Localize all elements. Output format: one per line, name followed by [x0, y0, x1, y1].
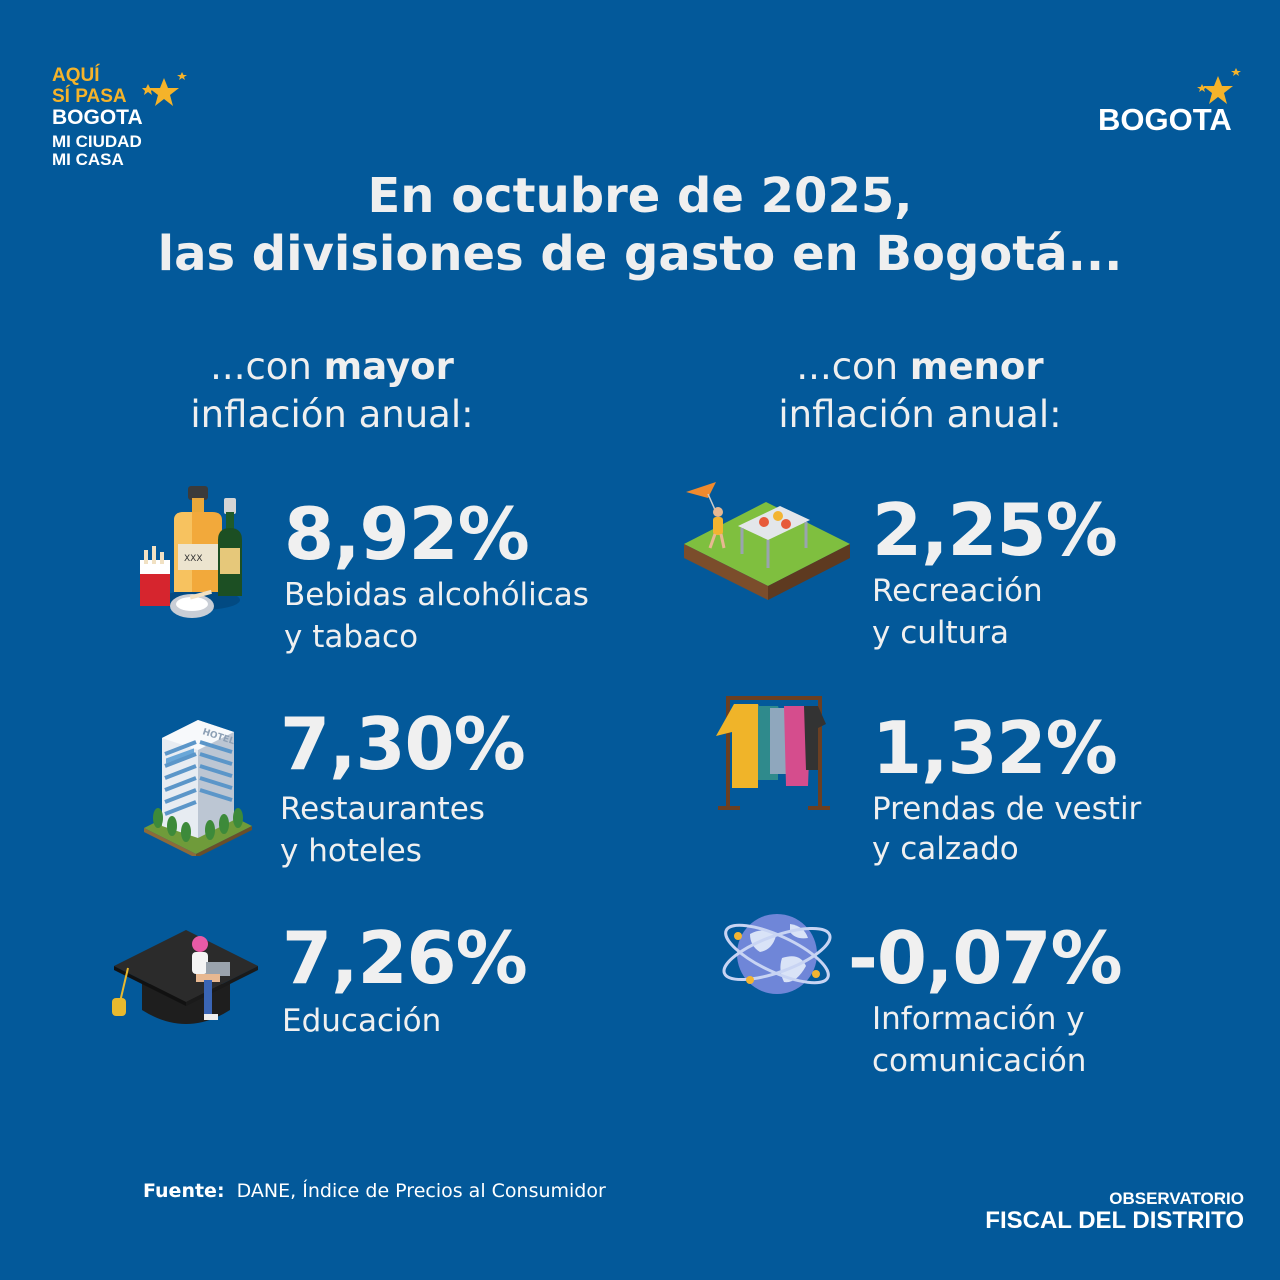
logo-line-aqui: AQUÍ	[52, 65, 100, 86]
page-title-line2: las divisiones de gasto en Bogotá...	[157, 226, 1123, 282]
left-heading-prefix: ...con	[210, 345, 324, 388]
logo-line-mi-ciudad: MI CIUDAD	[52, 132, 142, 151]
value-information: -0,07%	[848, 916, 1123, 1000]
value-education: 7,26%	[282, 916, 528, 1000]
label-information-line2: comunicación	[872, 1043, 1087, 1079]
label-hotels-line1: Restaurantes	[280, 791, 485, 827]
star-icon	[142, 72, 187, 106]
source-note: Fuente: DANE, Índice de Precios al Consu…	[143, 1180, 606, 1202]
right-heading: ...con menor	[680, 348, 1160, 385]
label-alcohol-line1: Bebidas alcohólicas	[284, 577, 589, 613]
globe-network-icon	[722, 914, 832, 994]
footer-brand-line2: FISCAL DEL DISTRITO	[985, 1207, 1244, 1234]
label-alcohol-line2: y tabaco	[284, 619, 419, 655]
observatorio-fiscal-logo: OBSERVATORIO FISCAL DEL DISTRITO	[985, 1190, 1244, 1236]
label-information-line1: Información y	[872, 1001, 1085, 1037]
label-hotels-line2: y hoteles	[280, 833, 422, 869]
right-heading-line2: inflación anual:	[778, 393, 1062, 436]
footer-brand-line1: OBSERVATORIO	[1109, 1189, 1244, 1208]
left-heading-bold: mayor	[323, 345, 454, 388]
graduation-cap-icon	[112, 930, 258, 1024]
logo-line-mi-casa: MI CASA	[52, 150, 124, 169]
label-recreation-line2: y cultura	[872, 615, 1010, 651]
source-label: Fuente:	[143, 1180, 225, 1202]
park-recreation-icon	[684, 482, 850, 600]
right-heading-bold: menor	[909, 345, 1044, 388]
svg-text:XXX: XXX	[184, 554, 203, 564]
left-heading-line2: inflación anual:	[190, 393, 474, 436]
alcohol-tobacco-icon: XXX	[140, 486, 242, 618]
logo-line-si-pasa: SÍ PASA	[52, 86, 127, 107]
right-heading-prefix: ...con	[796, 345, 910, 388]
value-clothing: 1,32%	[872, 706, 1118, 790]
hotel-icon: HOTEL	[144, 720, 252, 856]
logo-line-bogota: BOGOTA	[52, 106, 143, 129]
value-alcohol: 8,92%	[284, 492, 530, 576]
aqui-si-pasa-logo: AQUÍ SÍ PASA BOGOTA MI CIUDAD MI CASA	[52, 62, 192, 172]
value-hotels: 7,30%	[280, 702, 526, 786]
label-clothing-line2: y calzado	[872, 831, 1019, 867]
clothes-rack-icon	[716, 696, 830, 810]
bogota-logo-text: BOGOTA	[1098, 102, 1232, 137]
label-clothing-line1: Prendas de vestir	[872, 791, 1142, 827]
source-text: DANE, Índice de Precios al Consumidor	[236, 1180, 606, 1202]
left-heading: ...con mayor	[92, 348, 572, 385]
star-icon	[1197, 68, 1241, 104]
bogota-logo: BOGOTA	[1096, 66, 1246, 146]
value-recreation: 2,25%	[872, 488, 1118, 572]
label-education-line1: Educación	[282, 1003, 442, 1039]
label-recreation-line1: Recreación	[872, 573, 1043, 609]
page-title-line1: En octubre de 2025,	[367, 168, 913, 224]
